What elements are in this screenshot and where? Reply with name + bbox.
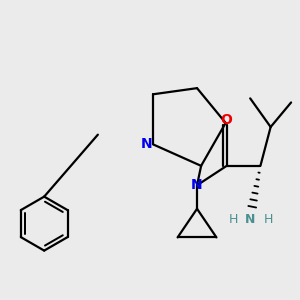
Text: N: N [245,212,255,226]
Text: H: H [264,212,273,226]
Text: N: N [140,137,152,152]
Text: O: O [221,113,232,128]
Text: N: N [191,178,203,192]
Text: H: H [229,212,239,226]
